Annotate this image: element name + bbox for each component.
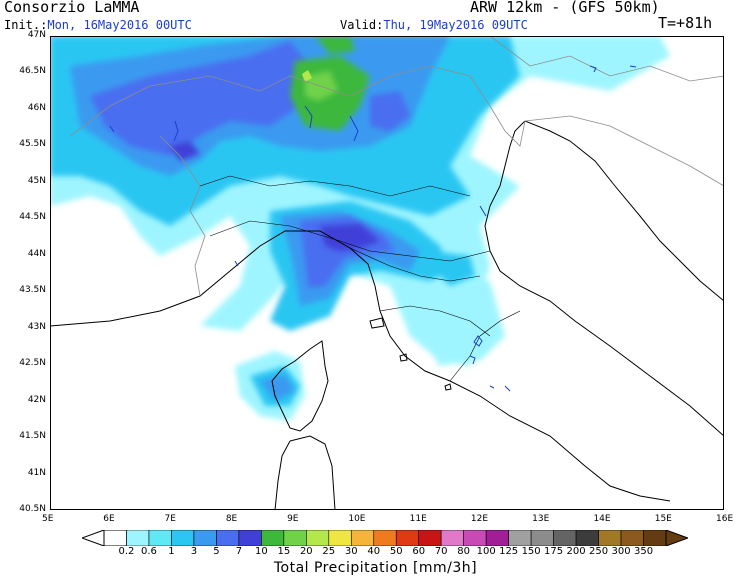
colorbar-over-triangle: [665, 530, 688, 546]
lat-tick-label: 41.5N: [19, 431, 46, 442]
lat-tick-label: 42N: [27, 394, 46, 405]
lon-tick-label: 15E: [654, 514, 672, 524]
lon-tick-label: 8E: [225, 514, 238, 524]
colorbar-level-label: 60: [412, 546, 426, 557]
lon-tick-label: 6E: [103, 514, 115, 524]
colorbar-cell: [620, 530, 644, 546]
colorbar-cell: [193, 530, 217, 546]
colorbar-cell: [148, 530, 172, 546]
lon-tick-label: 7E: [164, 514, 176, 524]
lon-tick-label: 12E: [470, 514, 489, 524]
colorbar-cell: [643, 530, 667, 546]
colorbar-cell: [575, 530, 599, 546]
lon-tick-label: 16E: [716, 514, 734, 524]
lakes-and-rivers: [109, 65, 637, 392]
precip-layer-15: [305, 71, 338, 101]
lat-tick-label: 46N: [27, 102, 46, 113]
precipitation-map: [50, 36, 724, 510]
init-time: Init.:Mon, 16May2016 00UTC: [4, 18, 192, 32]
colorbar-cell: [418, 530, 442, 546]
colorbar-cell: [440, 530, 464, 546]
lon-tick-label: 5E: [42, 514, 54, 524]
colorbar-cell: [508, 530, 532, 546]
colorbar-cell: [598, 530, 622, 546]
lat-tick-label: 45.5N: [19, 139, 46, 150]
lat-tick-label: 44.5N: [19, 212, 46, 223]
producer-title: Consorzio LaMMA: [4, 0, 140, 16]
colorbar-level-label: 300: [611, 546, 631, 557]
lat-tick-label: 40.5N: [19, 504, 46, 514]
colorbar-cell: [463, 530, 487, 546]
colorbar-level-label: 0.2: [118, 546, 135, 557]
colorbar-cell: [216, 530, 240, 546]
colorbar-cell: [238, 530, 262, 546]
lat-tick-label: 42.5N: [19, 358, 46, 369]
precip-layer-20: [302, 70, 312, 82]
valid-label: Valid:: [340, 18, 384, 32]
colorbar-level-label: 175: [544, 546, 564, 557]
colorbar-cell: [261, 530, 285, 546]
model-title: ARW 12km - (GFS 50km): [470, 0, 660, 16]
lon-tick-label: 14E: [593, 514, 611, 524]
lat-tick-label: 43.5N: [19, 285, 46, 296]
colorbar-cell: [395, 530, 420, 546]
colorbar-level-label: 1: [168, 546, 175, 557]
colorbar-level-label: 200: [566, 546, 586, 557]
colorbar-cell: [350, 530, 375, 546]
lat-tick-label: 47N: [27, 30, 46, 40]
lat-tick-label: 45N: [27, 175, 46, 186]
colorbar-level-label: 150: [521, 546, 541, 557]
colorbar-level-label: 10: [254, 546, 268, 557]
colorbar-level-label: 70: [434, 546, 448, 557]
colorbar-cell: [103, 530, 127, 546]
lon-tick-label: 9E: [287, 514, 299, 524]
colorbar-level-label: 100: [476, 546, 496, 557]
lon-tick-label: 10E: [348, 514, 366, 524]
colorbar-level-label: 5: [213, 546, 220, 557]
colorbar-level-label: 80: [457, 546, 471, 557]
init-value: Mon, 16May2016 00UTC: [47, 18, 192, 32]
colorbar-cell: [373, 530, 397, 546]
colorbar-level-label: 125: [499, 546, 519, 557]
lat-tick-label: 44N: [27, 248, 46, 259]
lat-tick-label: 43N: [27, 321, 46, 332]
legend-title: Total Precipitation [mm/3h]: [273, 560, 478, 576]
colorbar-level-label: 7: [235, 546, 243, 557]
regional-borders: [199, 175, 521, 382]
colorbar-cell: [485, 530, 509, 546]
colorbar-cell: [553, 530, 577, 546]
colorbar-cell: [283, 530, 307, 546]
colorbar-cell: [328, 530, 352, 546]
colorbar-cell: [306, 530, 330, 546]
colorbar-level-label: 25: [322, 546, 336, 557]
map-frame: [50, 36, 724, 510]
national-borders: [69, 36, 724, 297]
valid-time: Valid:Thu, 19May2016 09UTC: [340, 18, 528, 32]
colorbar-level-label: 0.6: [141, 546, 157, 557]
colorbar-level-label: 350: [633, 546, 654, 557]
colorbar-level-label: 40: [367, 546, 381, 557]
colorbar-level-label: 250: [589, 546, 609, 557]
colorbar-level-label: 20: [299, 546, 313, 557]
precipitation-colorbar: [82, 530, 688, 546]
colorbar-cell: [530, 530, 554, 546]
lat-tick-label: 41N: [27, 467, 46, 478]
init-label: Init.:: [4, 18, 48, 32]
colorbar-cell: [126, 530, 150, 546]
precip-layer-7: [170, 141, 380, 251]
lat-tick-label: 46.5N: [19, 66, 46, 77]
colorbar-under-triangle: [82, 530, 105, 546]
colorbar-level-label: 3: [190, 546, 198, 557]
colorbar-level-label: 15: [277, 546, 291, 557]
colorbar-cell: [171, 530, 195, 546]
lon-tick-label: 11E: [409, 514, 427, 524]
colorbar-level-label: 30: [344, 546, 358, 557]
colorbar-level-label: 50: [389, 546, 403, 557]
forecast-hour: T=+81h: [658, 14, 713, 32]
lon-tick-label: 13E: [532, 514, 550, 524]
valid-value: Thu, 19May2016 09UTC: [383, 18, 528, 32]
